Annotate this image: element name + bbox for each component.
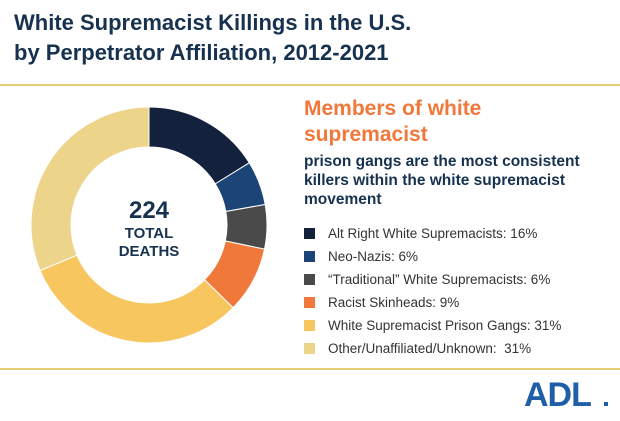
header: White Supremacist Killings in the U.S. b… — [0, 0, 620, 84]
legend-swatch — [304, 274, 315, 285]
legend-item: Alt Right White Supremacists: 16% — [304, 222, 614, 245]
legend-label: “Traditional” White Supremacists: 6% — [328, 272, 551, 287]
legend-item: White Supremacist Prison Gangs: 31% — [304, 314, 614, 337]
legend-swatch — [304, 343, 315, 354]
total-label-line-2: DEATHS — [119, 243, 180, 260]
headline-blue: prison gangs are the most consistent kil… — [304, 153, 580, 208]
legend-label: Alt Right White Supremacists: 16% — [328, 226, 538, 241]
legend-label: Neo-Nazis: 6% — [328, 249, 419, 264]
logo-dot — [604, 402, 608, 406]
legend-swatch — [304, 228, 315, 239]
chart-title: White Supremacist Killings in the U.S. b… — [14, 8, 574, 68]
donut-slices — [30, 106, 268, 344]
legend-swatch — [304, 320, 315, 331]
donut-slice-5 — [30, 106, 150, 272]
donut-slice-4 — [39, 254, 234, 344]
bottom-divider — [0, 368, 620, 370]
donut-chart: 224 TOTAL DEATHS — [30, 106, 268, 344]
legend: Alt Right White Supremacists: 16% Neo-Naz… — [304, 222, 614, 360]
total-deaths-value: 224 — [129, 197, 170, 224]
top-divider — [0, 84, 620, 86]
legend-item: Other/Unaffiliated/Unknown: 31% — [304, 337, 614, 360]
title-line-1: White Supremacist Killings in the U.S. — [14, 10, 412, 35]
legend-item: Neo-Nazis: 6% — [304, 245, 614, 268]
adl-logo-text: ADL — [524, 376, 591, 412]
legend-label: White Supremacist Prison Gangs: 31% — [328, 318, 562, 333]
legend-label: Racist Skinheads: 9% — [328, 295, 460, 310]
title-line-2: by Perpetrator Affiliation, 2012-2021 — [14, 40, 389, 65]
legend-label: Other/Unaffiliated/Unknown: 31% — [328, 341, 532, 356]
legend-item: Racist Skinheads: 9% — [304, 291, 614, 314]
legend-item: “Traditional” White Supremacists: 6% — [304, 268, 614, 291]
adl-logo: ADL — [524, 376, 608, 412]
legend-swatch — [304, 297, 315, 308]
headline-orange: Members of white supremacist — [304, 97, 482, 146]
legend-swatch — [304, 251, 315, 262]
total-label-line-1: TOTAL — [125, 225, 174, 242]
